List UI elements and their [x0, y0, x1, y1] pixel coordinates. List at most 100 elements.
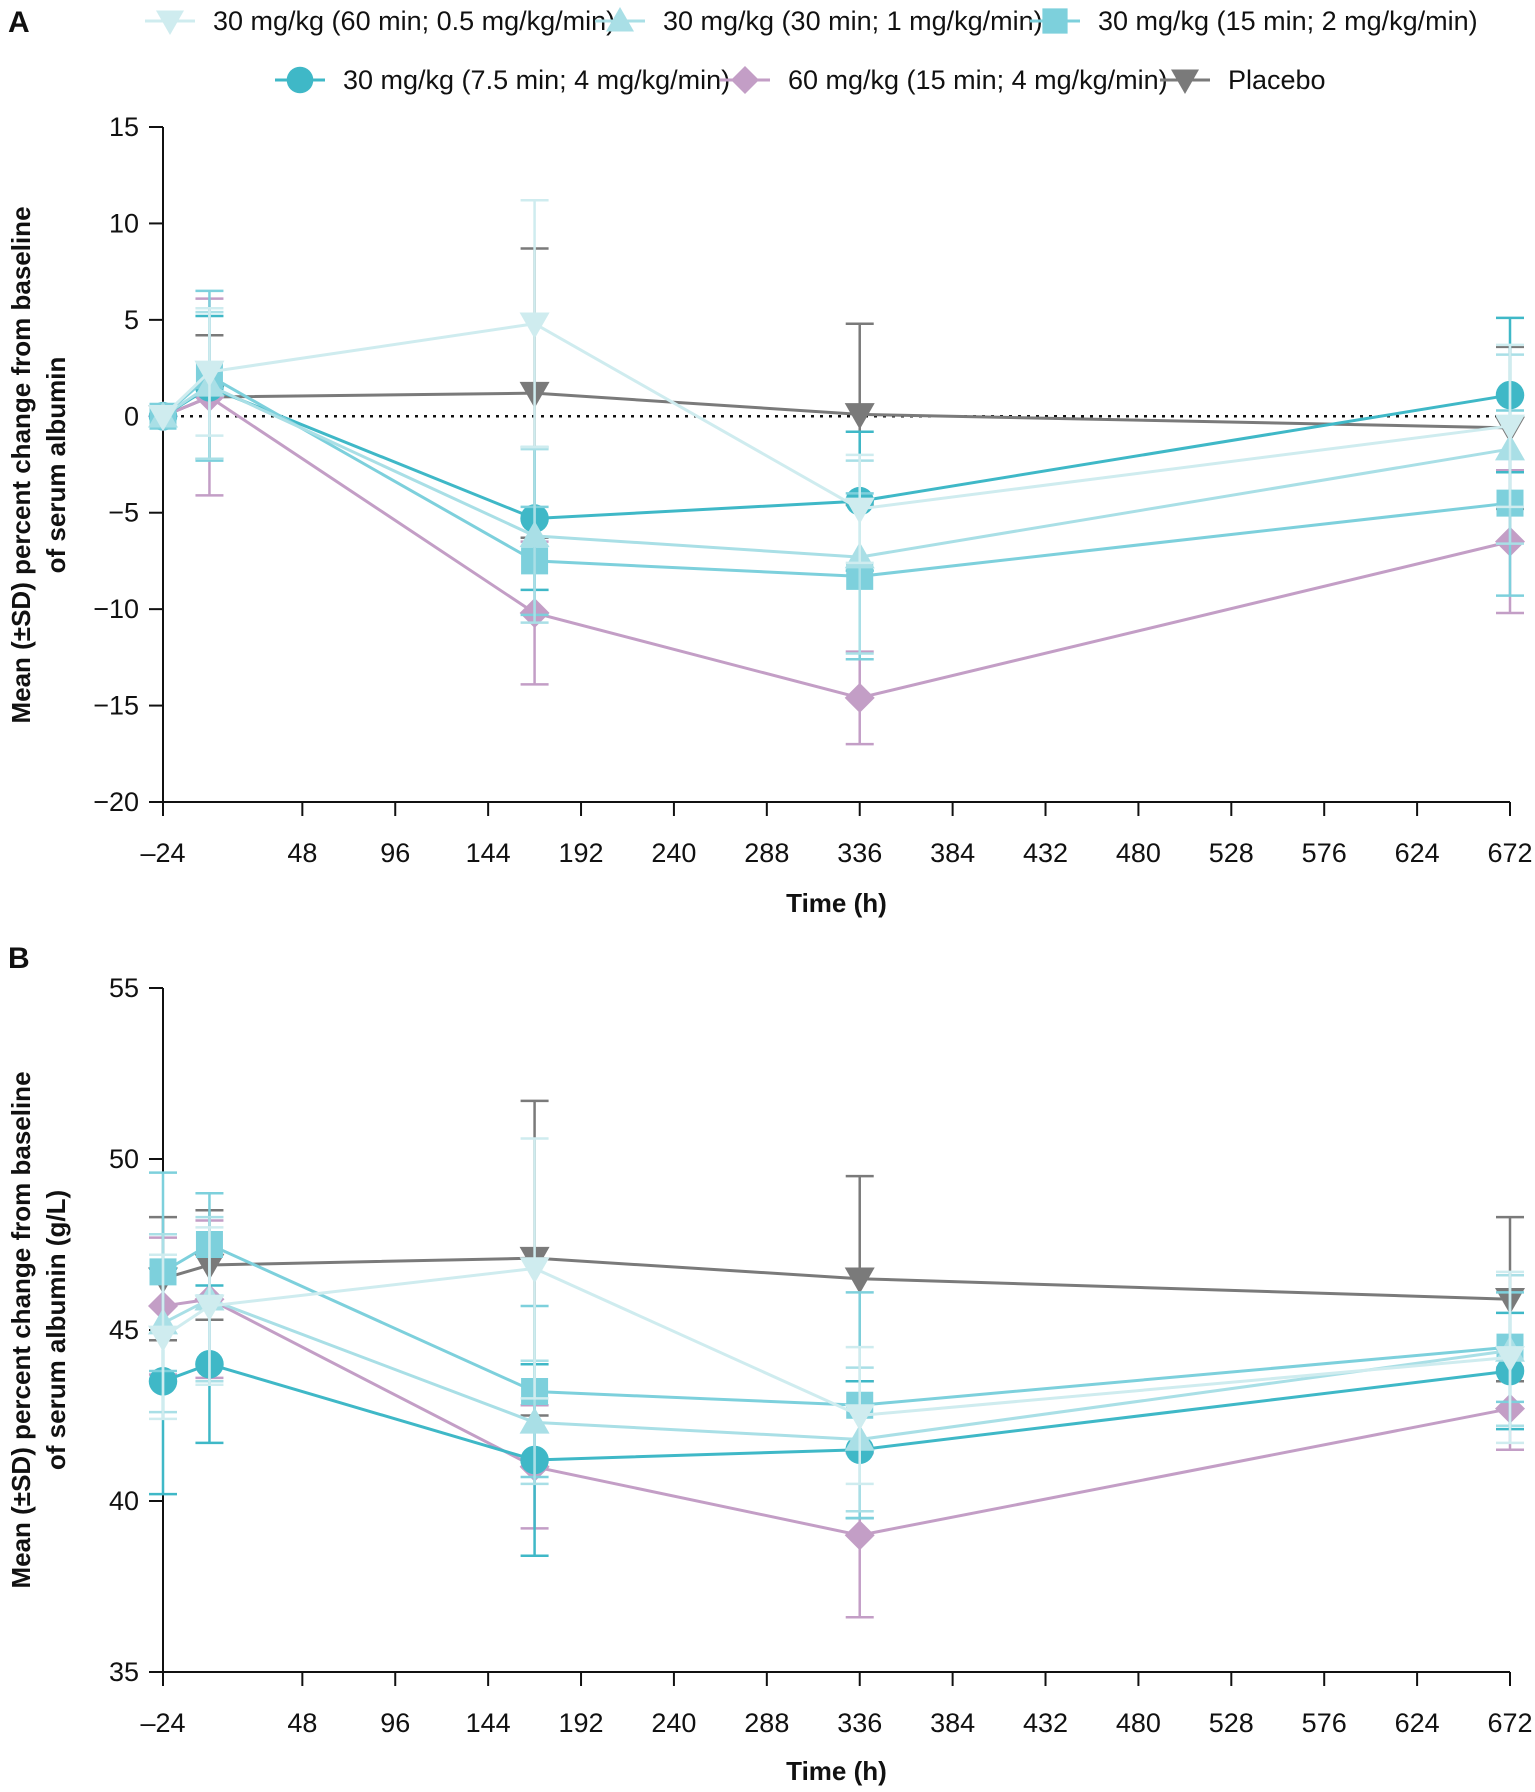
y-tick-label: 55 — [109, 973, 139, 1003]
x-tick-label: 432 — [1023, 1708, 1068, 1738]
series-line — [162, 383, 1511, 559]
series-line — [162, 1242, 1511, 1407]
data-point — [519, 312, 550, 339]
y-axis-title: Mean (±SD) percent change from baseline — [6, 206, 36, 723]
series-group — [148, 297, 1525, 746]
series-line — [162, 1297, 1511, 1441]
x-tick-label: 48 — [287, 838, 317, 868]
x-tick-label: 672 — [1487, 838, 1532, 868]
panel-b: B 55 50 45 40 35–24 48 96 144 192 240 288 336 384 432 4… — [6, 942, 1533, 1786]
series-line — [162, 1256, 1511, 1301]
data-point — [844, 497, 875, 524]
y-tick-label: 10 — [109, 208, 139, 238]
series-group — [149, 1171, 1524, 1520]
y-tick-label: −5 — [108, 498, 139, 528]
series-group — [149, 289, 1524, 661]
data-point — [1495, 1346, 1525, 1373]
x-tick-label: 192 — [559, 838, 604, 868]
x-tick-label: 96 — [380, 1708, 410, 1738]
panel-a: A 15 10 5 0 −5 −10 −15 −20–24 48 96 144 192 240 288 336… — [6, 6, 1533, 918]
data-point — [844, 1267, 875, 1294]
panel-letter: A — [8, 6, 30, 39]
data-point — [148, 405, 178, 432]
x-tick-label: 240 — [651, 1708, 696, 1738]
x-tick-label: 336 — [837, 1708, 882, 1738]
x-tick-label: 576 — [1302, 838, 1347, 868]
x-tick-label: 432 — [1023, 838, 1068, 868]
legend-label: 30 mg/kg (7.5 min; 4 mg/kg/min) — [343, 65, 730, 95]
legend-item: 30 mg/kg (30 min; 1 mg/kg/min) — [595, 6, 1043, 36]
legend-marker — [1042, 8, 1068, 34]
legend-marker — [731, 66, 759, 94]
series-group — [148, 1099, 1525, 1417]
x-tick-label: 48 — [287, 1708, 317, 1738]
series-group — [148, 310, 1525, 655]
series-line — [162, 1266, 1511, 1418]
legend-label: 60 mg/kg (15 min; 4 mg/kg/min) — [788, 65, 1168, 95]
data-point — [844, 682, 875, 713]
legend-item: 30 mg/kg (7.5 min; 4 mg/kg/min) — [275, 65, 730, 95]
legend-label: 30 mg/kg (15 min; 2 mg/kg/min) — [1098, 6, 1478, 36]
x-tick-label: 480 — [1116, 1708, 1161, 1738]
series-group — [148, 199, 1525, 565]
x-tick-label: 384 — [930, 838, 975, 868]
x-tick-label: 240 — [651, 838, 696, 868]
x-tick-label: 528 — [1209, 838, 1254, 868]
legend-marker — [1171, 69, 1199, 94]
legend-item: 30 mg/kg (60 min; 0.5 mg/kg/min) — [145, 6, 615, 36]
data-point — [519, 1257, 550, 1284]
x-tick-label: 288 — [744, 838, 789, 868]
legend-label: Placebo — [1228, 65, 1326, 95]
y-tick-label: 0 — [124, 401, 139, 431]
y-tick-label: −10 — [93, 594, 139, 624]
data-point — [194, 1294, 225, 1322]
data-point — [519, 520, 550, 548]
x-tick-label: 576 — [1302, 1708, 1347, 1738]
data-point — [1495, 414, 1525, 441]
series-group — [148, 1137, 1525, 1486]
y-tick-label: −15 — [93, 691, 139, 721]
data-point — [844, 1404, 875, 1431]
legend-item: 30 mg/kg (15 min; 2 mg/kg/min) — [1030, 6, 1478, 36]
x-tick-label: 144 — [466, 838, 511, 868]
x-tick-label: 288 — [744, 1708, 789, 1738]
x-tick-label: 192 — [559, 1708, 604, 1738]
legend-marker — [606, 7, 634, 32]
x-axis-title: Time (h) — [786, 1756, 887, 1786]
legend-label: 30 mg/kg (60 min; 0.5 mg/kg/min) — [213, 6, 615, 36]
y-tick-label: 15 — [109, 112, 139, 142]
series-line — [162, 395, 1511, 700]
x-tick-label: 144 — [466, 1708, 511, 1738]
series-line — [162, 391, 1511, 430]
data-point — [844, 1520, 875, 1551]
series-line — [162, 1297, 1511, 1537]
x-tick-label: 624 — [1395, 1708, 1440, 1738]
data-point — [844, 403, 875, 430]
panel-letter: B — [8, 942, 30, 975]
data-point — [519, 1407, 550, 1434]
x-tick-label: 336 — [837, 838, 882, 868]
y-axis-title: of serum albumin — [41, 357, 71, 574]
x-tick-label: 672 — [1487, 1708, 1532, 1738]
y-tick-label: 45 — [109, 1315, 139, 1345]
y-tick-label: 50 — [109, 1144, 139, 1174]
legend-marker — [286, 66, 314, 94]
legend-item: 60 mg/kg (15 min; 4 mg/kg/min) — [720, 65, 1168, 95]
legend: 30 mg/kg (60 min; 0.5 mg/kg/min) 30 mg/kg… — [145, 6, 1478, 95]
legend-item: Placebo — [1160, 65, 1326, 95]
legend-marker — [156, 10, 184, 35]
y-tick-label: 40 — [109, 1486, 139, 1516]
series-group — [148, 1219, 1525, 1619]
x-tick-label: 480 — [1116, 838, 1161, 868]
data-point — [148, 1325, 178, 1352]
x-axis-title: Time (h) — [786, 888, 887, 918]
y-tick-label: 5 — [124, 305, 139, 335]
y-axis-title: Mean (±SD) percent change from baseline — [6, 1071, 36, 1588]
y-axis-title: of serum albumin (g/L) — [41, 1190, 71, 1470]
x-tick-label: 528 — [1209, 1708, 1254, 1738]
x-tick-label: 384 — [930, 1708, 975, 1738]
legend-label: 30 mg/kg (30 min; 1 mg/kg/min) — [663, 6, 1043, 36]
x-tick-label: 624 — [1395, 838, 1440, 868]
y-tick-label: −20 — [93, 787, 139, 817]
